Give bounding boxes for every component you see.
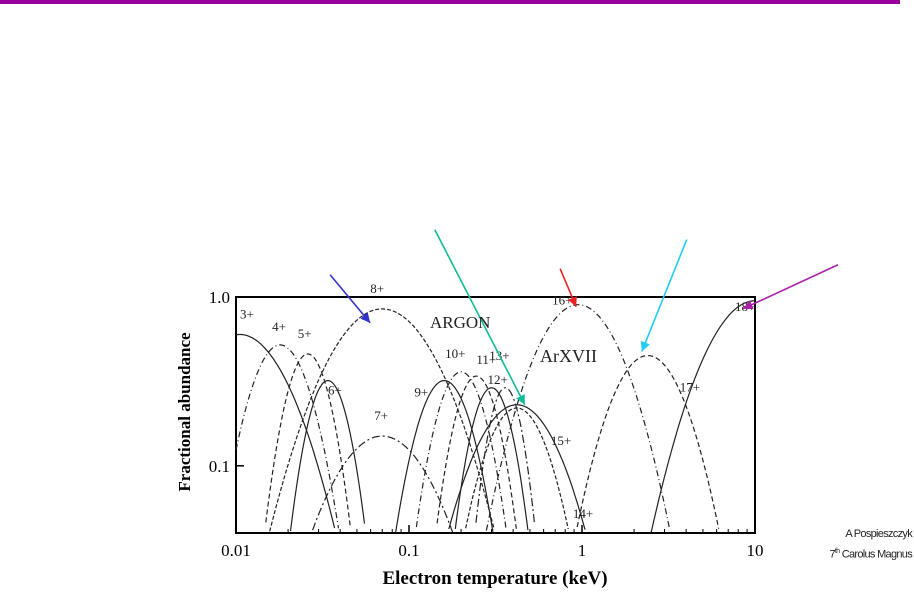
curve-4plus (235, 344, 340, 529)
plot-frame (235, 296, 756, 534)
y-tick-label: 1.0 (209, 288, 230, 307)
ion-label-4plus: 4+ (272, 319, 286, 334)
ion-label-6plus: 6+ (328, 383, 342, 398)
credit-event-sup: th (834, 548, 840, 555)
ion-label-7plus: 7+ (374, 408, 388, 423)
ion-label-16plus: 16+ (552, 293, 572, 308)
x-tick-label: 0.01 (221, 541, 251, 560)
annotation-arxvii: ArXVII (540, 346, 597, 366)
ion-label-15plus: 15+ (551, 433, 571, 448)
curves (235, 300, 755, 533)
x-tick-label: 10 (747, 541, 764, 560)
credit-event-text: Carolus Magnus (841, 548, 913, 561)
arrow-to-17plus (640, 239, 688, 352)
curve-13plus (475, 387, 535, 523)
credit-event: 7th Carolus Magnus (829, 543, 912, 564)
arrow-to-15plus (434, 229, 526, 406)
arrows (329, 229, 839, 406)
credit-block: A Pospieszczyk 7th Carolus Magnus (829, 526, 912, 564)
ion-label-10plus: 10+ (445, 346, 465, 361)
axis-ticks: 0.01 0.1 1 10 1.0 0.1 (209, 288, 764, 560)
arrow-to-16plus (559, 268, 577, 308)
curve-14plus (465, 407, 569, 530)
ion-label-12plus: 12+ (488, 372, 508, 387)
x-tick-label: 0.1 (398, 541, 419, 560)
annotation-argon: ARGON (430, 313, 490, 332)
y-tick-label: 0.1 (209, 457, 230, 476)
curve-7plus (312, 435, 454, 533)
ion-label-11plus: 11+ (476, 352, 496, 367)
curve-17plus (576, 355, 720, 529)
arrow-to-18plus (742, 264, 839, 310)
curve-12plus (454, 387, 529, 531)
ion-labels: 3+4+5+6+7+8+9+10+11+12+13+14+15+16+17+18… (240, 281, 755, 521)
curve-5plus (265, 353, 351, 527)
curve-18plus (650, 300, 755, 533)
curve-6plus (289, 379, 366, 532)
curve-16plus (485, 304, 670, 531)
arrow-to-8plus (329, 274, 371, 324)
curve-8plus (269, 308, 495, 532)
ion-label-9plus: 9+ (414, 385, 428, 400)
curve-9plus (395, 380, 494, 533)
curve-11plus (436, 375, 517, 529)
ion-label-3plus: 3+ (240, 306, 254, 321)
credit-author: A Pospieszczyk (845, 528, 912, 540)
ion-label-14plus: 14+ (573, 506, 593, 521)
credit-event-num: 7 (829, 548, 835, 561)
chart-frame-group (235, 296, 756, 534)
curve-15plus (448, 404, 586, 530)
ion-label-17plus: 17+ (680, 380, 700, 395)
x-tick-label: 1 (578, 541, 587, 560)
x-axis-label: Electron temperature (keV) (382, 568, 607, 589)
curve-10plus (415, 371, 507, 528)
y-axis-label: Fractional abundance (175, 332, 194, 492)
ion-label-18plus: 18+ (735, 299, 755, 314)
header-rule (0, 0, 900, 4)
ion-label-8plus: 8+ (370, 281, 384, 296)
curve-3plus (235, 333, 336, 529)
ion-label-5plus: 5+ (298, 326, 312, 341)
